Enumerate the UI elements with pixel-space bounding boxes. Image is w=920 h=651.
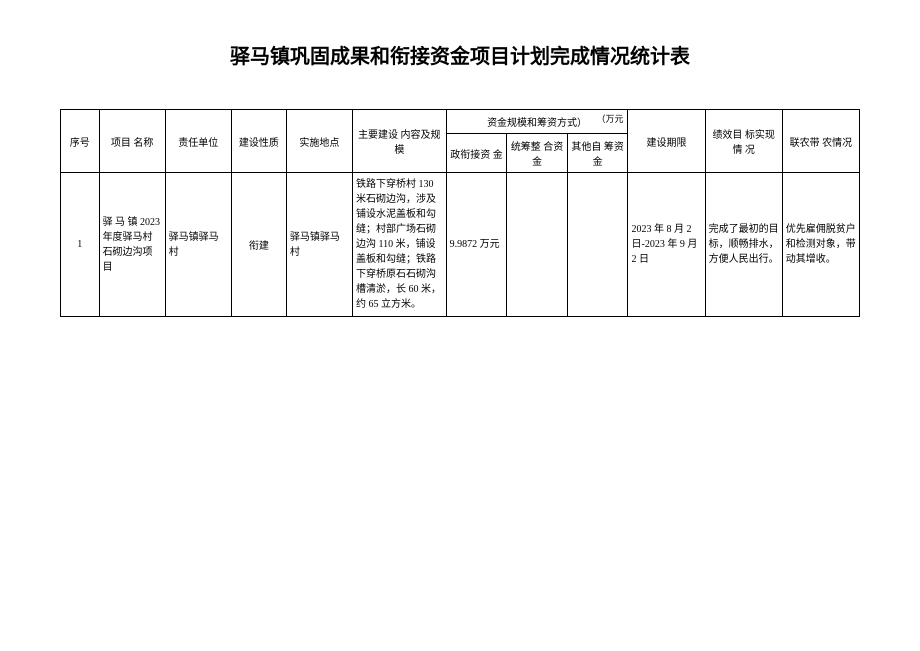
unit-label: （万元: [596, 112, 623, 125]
cell-performance: 完成了最初的目标，顺畅排水，方便人民出行。: [705, 173, 782, 317]
header-fund-connect: 政衔接资 金: [446, 134, 507, 173]
header-fund-other: 其他自 筹资金: [567, 134, 628, 173]
cell-responsible-unit: 驿马镇驿马村: [165, 173, 231, 317]
cell-fund-connect: 9.9872 万元: [446, 173, 507, 317]
page-title: 驿马镇巩固成果和衔接资金项目计划完成情况统计表: [60, 40, 860, 69]
header-fund-integrate: 统筹整 合资金: [507, 134, 568, 173]
header-row-1: 序号 项目 名称 责任单位 建设性质 实施地点 主要建设 内容及规模 资金规模和…: [61, 110, 860, 134]
table-row: 1 驿 马 镇 2023 年度驿马村石砌边沟项目 驿马镇驿马村 衔建 驿马镇驿马…: [61, 173, 860, 317]
header-project-name: 项目 名称: [99, 110, 165, 173]
cell-farmer: 优先雇佣脱贫户和检测对象，带动其增收。: [782, 173, 859, 317]
header-farmer: 联农带 农情况: [782, 110, 859, 173]
cell-fund-integrate: [507, 173, 568, 317]
header-main-content: 主要建设 内容及规模: [352, 110, 446, 173]
fund-group-label: 资金规模和筹资方式）: [487, 118, 587, 129]
header-construction-nature: 建设性质: [231, 110, 286, 173]
cell-location: 驿马镇驿马村: [286, 173, 352, 317]
cell-period: 2023 年 8 月 2 日-2023 年 9 月 2 日: [628, 173, 705, 317]
cell-seq: 1: [61, 173, 100, 317]
cell-fund-other: [567, 173, 628, 317]
cell-main-content: 铁路下穿桥村 130 米石砌边沟，涉及铺设水泥盖板和勾缝；村部广场石砌边沟 11…: [352, 173, 446, 317]
header-performance: 绩效目 标实现情 况: [705, 110, 782, 173]
cell-project-name: 驿 马 镇 2023 年度驿马村石砌边沟项目: [99, 173, 165, 317]
header-seq: 序号: [61, 110, 100, 173]
data-table: 序号 项目 名称 责任单位 建设性质 实施地点 主要建设 内容及规模 资金规模和…: [60, 109, 860, 317]
header-location: 实施地点: [286, 110, 352, 173]
header-fund-group: 资金规模和筹资方式） （万元: [446, 110, 628, 134]
cell-construction-nature: 衔建: [231, 173, 286, 317]
header-responsible-unit: 责任单位: [165, 110, 231, 173]
header-period: 建设期限: [628, 110, 705, 173]
